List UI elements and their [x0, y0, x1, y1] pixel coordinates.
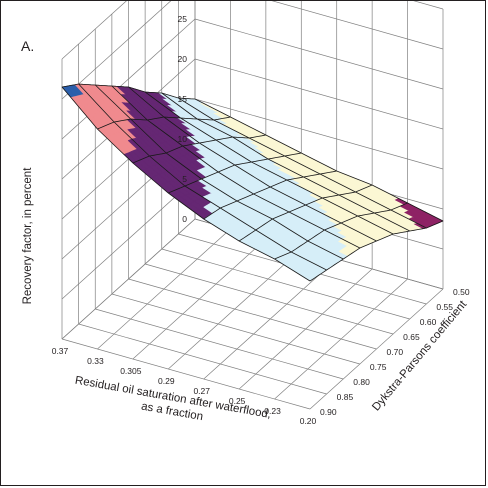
floor-grid-line — [78, 323, 327, 395]
z-tick-label: 20 — [178, 54, 188, 64]
surface-mesh-line — [95, 84, 344, 260]
y-tick-label: 0.75 — [370, 362, 387, 372]
x-tick-label: 0.25 — [229, 396, 246, 406]
z-tick-label: 15 — [178, 94, 188, 104]
x-tick-label: 0.33 — [87, 356, 104, 366]
back-left-wall-line — [271, 1, 444, 50]
surface-mesh-line — [128, 86, 377, 242]
back-right-wall-line — [61, 218, 196, 340]
z-axis-label: Recovery factor, in percent — [22, 167, 34, 305]
y-tick-label: 0.65 — [403, 332, 420, 342]
tick-labels: 051015202530350.370.330.3050.290.270.250… — [52, 14, 470, 426]
surface-mesh-line — [161, 92, 410, 232]
floor-grid-line — [128, 278, 377, 350]
y-tick-label: 0.55 — [436, 302, 453, 312]
back-right-wall-line — [61, 1, 172, 100]
back-left-wall-line — [194, 58, 444, 130]
surface-mesh-line — [61, 86, 311, 282]
panel-label: A. — [21, 38, 34, 54]
floor-grid-line — [145, 263, 394, 335]
z-tick-label: 5 — [182, 174, 187, 184]
y-tick-label: 0.70 — [387, 347, 404, 357]
floor-grid-line — [95, 308, 344, 380]
y-tick-label: 0.80 — [353, 377, 370, 387]
surface-mesh-line — [178, 97, 427, 229]
z-tick-label: 10 — [178, 134, 188, 144]
surface-mesh-line — [78, 83, 327, 271]
floor-grid-line — [161, 248, 410, 320]
x-tick-label: 0.20 — [300, 416, 317, 426]
back-left-wall-line — [413, 1, 444, 10]
x-tick-label: 0.29 — [158, 376, 175, 386]
x-tick-label: 0.37 — [52, 346, 69, 356]
x-tick-label: 0.23 — [264, 406, 281, 416]
y-tick-label: 0.90 — [320, 407, 337, 417]
y-axis-label: Dykstra-Parsons coefficient — [370, 298, 470, 413]
y-tick-label: 0.85 — [337, 392, 354, 402]
floor-grid-line — [111, 293, 360, 365]
back-right-wall-line — [61, 178, 196, 300]
floor-grid-line — [61, 338, 311, 410]
back-right-wall-line — [61, 1, 127, 60]
back-right-wall-line — [61, 18, 196, 140]
surface-mesh-line — [194, 98, 444, 222]
y-tick-label: 0.50 — [453, 287, 470, 297]
z-tick-label: 25 — [178, 14, 188, 24]
surface — [61, 83, 444, 282]
surface-mesh-line — [111, 85, 361, 249]
surface-mesh-line — [144, 91, 394, 235]
y-tick-label: 0.60 — [420, 317, 437, 327]
z-tick-label: 0 — [182, 214, 187, 224]
x-tick-label: 0.305 — [120, 366, 142, 376]
back-left-wall-line — [194, 18, 444, 90]
x-tick-label: 0.27 — [193, 386, 210, 396]
back-left-wall-line — [194, 98, 444, 170]
